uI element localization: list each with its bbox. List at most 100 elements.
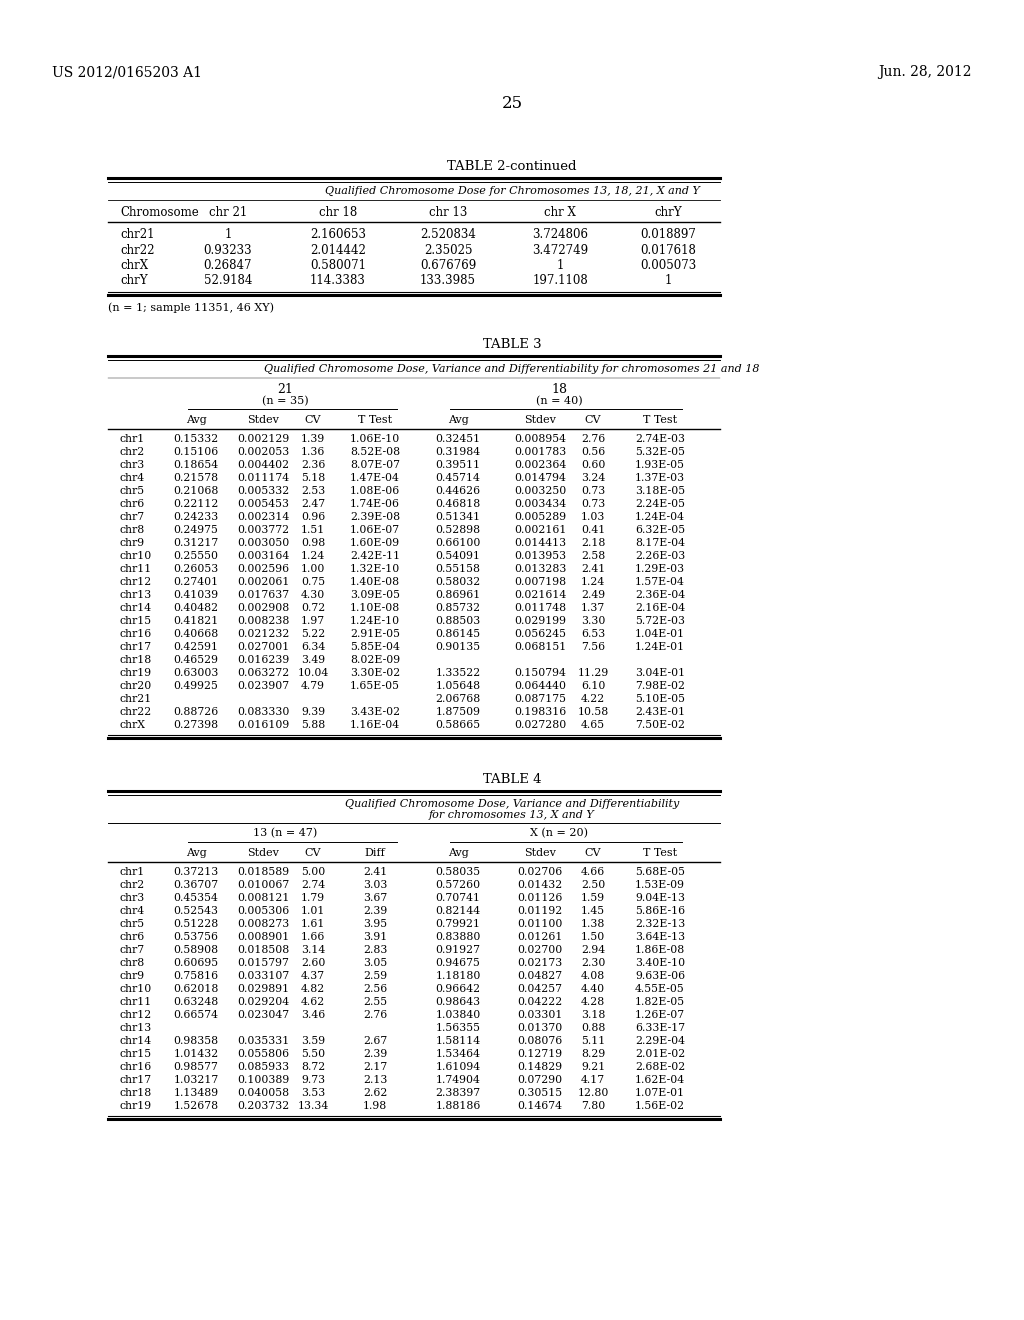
- Text: 2.30: 2.30: [581, 958, 605, 968]
- Text: chr16: chr16: [120, 630, 153, 639]
- Text: 2.68E-02: 2.68E-02: [635, 1063, 685, 1072]
- Text: 4.66: 4.66: [581, 867, 605, 876]
- Text: 1.47E-04: 1.47E-04: [350, 473, 400, 483]
- Text: 0.018508: 0.018508: [237, 945, 289, 954]
- Text: 0.008954: 0.008954: [514, 434, 566, 444]
- Text: 2.60: 2.60: [301, 958, 326, 968]
- Text: Avg: Avg: [185, 847, 207, 858]
- Text: 5.88: 5.88: [301, 719, 326, 730]
- Text: 5.11: 5.11: [581, 1036, 605, 1045]
- Text: Stdev: Stdev: [247, 847, 279, 858]
- Text: 2.42E-11: 2.42E-11: [350, 550, 400, 561]
- Text: 2.58: 2.58: [581, 550, 605, 561]
- Text: chr18: chr18: [120, 655, 153, 665]
- Text: 2.56: 2.56: [362, 983, 387, 994]
- Text: chr12: chr12: [120, 577, 153, 587]
- Text: 0.014413: 0.014413: [514, 539, 566, 548]
- Text: 0.62018: 0.62018: [173, 983, 219, 994]
- Text: 1.50: 1.50: [581, 932, 605, 942]
- Text: 3.09E-05: 3.09E-05: [350, 590, 400, 601]
- Text: 3.24: 3.24: [581, 473, 605, 483]
- Text: 0.005289: 0.005289: [514, 512, 566, 521]
- Text: 0.63003: 0.63003: [173, 668, 219, 678]
- Text: 0.73: 0.73: [581, 486, 605, 496]
- Text: 0.66574: 0.66574: [173, 1010, 218, 1020]
- Text: US 2012/0165203 A1: US 2012/0165203 A1: [52, 65, 202, 79]
- Text: 2.91E-05: 2.91E-05: [350, 630, 400, 639]
- Text: 0.75: 0.75: [301, 577, 325, 587]
- Text: chrY: chrY: [654, 206, 682, 219]
- Text: 1.65E-05: 1.65E-05: [350, 681, 400, 690]
- Text: 1.53E-09: 1.53E-09: [635, 880, 685, 890]
- Text: 4.22: 4.22: [581, 694, 605, 704]
- Text: 0.002596: 0.002596: [237, 564, 289, 574]
- Text: 3.59: 3.59: [301, 1036, 325, 1045]
- Text: 0.82144: 0.82144: [435, 906, 480, 916]
- Text: 0.52898: 0.52898: [435, 525, 480, 535]
- Text: Avg: Avg: [185, 414, 207, 425]
- Text: 1.51: 1.51: [301, 525, 326, 535]
- Text: 0.016239: 0.016239: [237, 655, 289, 665]
- Text: 0.46818: 0.46818: [435, 499, 480, 510]
- Text: 0.003250: 0.003250: [514, 486, 566, 496]
- Text: Avg: Avg: [447, 414, 468, 425]
- Text: 0.08076: 0.08076: [517, 1036, 562, 1045]
- Text: 0.98643: 0.98643: [435, 997, 480, 1007]
- Text: 0.016109: 0.016109: [237, 719, 289, 730]
- Text: 0.676769: 0.676769: [420, 259, 476, 272]
- Text: 0.002053: 0.002053: [237, 447, 289, 457]
- Text: chr7: chr7: [120, 512, 145, 521]
- Text: 1.01432: 1.01432: [173, 1049, 219, 1059]
- Text: 2.06768: 2.06768: [435, 694, 480, 704]
- Text: 8.07E-07: 8.07E-07: [350, 459, 400, 470]
- Text: Stdev: Stdev: [524, 847, 556, 858]
- Text: 8.72: 8.72: [301, 1063, 326, 1072]
- Text: 0.01192: 0.01192: [517, 906, 562, 916]
- Text: 0.36707: 0.36707: [173, 880, 218, 890]
- Text: 3.53: 3.53: [301, 1088, 326, 1098]
- Text: chr22: chr22: [120, 708, 153, 717]
- Text: 0.25550: 0.25550: [173, 550, 218, 561]
- Text: 2.160653: 2.160653: [310, 228, 366, 242]
- Text: chr10: chr10: [120, 983, 153, 994]
- Text: 1.57E-04: 1.57E-04: [635, 577, 685, 587]
- Text: 0.029891: 0.029891: [237, 983, 289, 994]
- Text: 9.39: 9.39: [301, 708, 325, 717]
- Text: 0.55158: 0.55158: [435, 564, 480, 574]
- Text: chr22: chr22: [120, 243, 155, 256]
- Text: 2.01E-02: 2.01E-02: [635, 1049, 685, 1059]
- Text: 0.58665: 0.58665: [435, 719, 480, 730]
- Text: 0.51228: 0.51228: [173, 919, 219, 929]
- Text: 2.29E-04: 2.29E-04: [635, 1036, 685, 1045]
- Text: 2.67: 2.67: [362, 1036, 387, 1045]
- Text: 4.55E-05: 4.55E-05: [635, 983, 685, 994]
- Text: 0.008901: 0.008901: [237, 932, 289, 942]
- Text: chr12: chr12: [120, 1010, 153, 1020]
- Text: 1.10E-08: 1.10E-08: [350, 603, 400, 612]
- Text: 4.82: 4.82: [301, 983, 326, 994]
- Text: 1.88186: 1.88186: [435, 1101, 480, 1111]
- Text: 0.013953: 0.013953: [514, 550, 566, 561]
- Text: 0.51341: 0.51341: [435, 512, 480, 521]
- Text: 2.520834: 2.520834: [420, 228, 476, 242]
- Text: 0.017637: 0.017637: [237, 590, 289, 601]
- Text: 0.580071: 0.580071: [310, 259, 366, 272]
- Text: 197.1108: 197.1108: [532, 275, 588, 288]
- Text: 9.73: 9.73: [301, 1074, 325, 1085]
- Text: chr13: chr13: [120, 590, 153, 601]
- Text: 0.150794: 0.150794: [514, 668, 566, 678]
- Text: 0.57260: 0.57260: [435, 880, 480, 890]
- Text: T Test: T Test: [643, 414, 677, 425]
- Text: for chromosomes 13, X and Y: for chromosomes 13, X and Y: [429, 810, 595, 820]
- Text: 1.04E-01: 1.04E-01: [635, 630, 685, 639]
- Text: 7.56: 7.56: [581, 642, 605, 652]
- Text: 0.88503: 0.88503: [435, 616, 480, 626]
- Text: 0.21068: 0.21068: [173, 486, 219, 496]
- Text: 6.33E-17: 6.33E-17: [635, 1023, 685, 1034]
- Text: 0.41039: 0.41039: [173, 590, 218, 601]
- Text: 52.9184: 52.9184: [204, 275, 252, 288]
- Text: 3.04E-01: 3.04E-01: [635, 668, 685, 678]
- Text: 0.79921: 0.79921: [435, 919, 480, 929]
- Text: 2.17: 2.17: [362, 1063, 387, 1072]
- Text: 4.08: 4.08: [581, 972, 605, 981]
